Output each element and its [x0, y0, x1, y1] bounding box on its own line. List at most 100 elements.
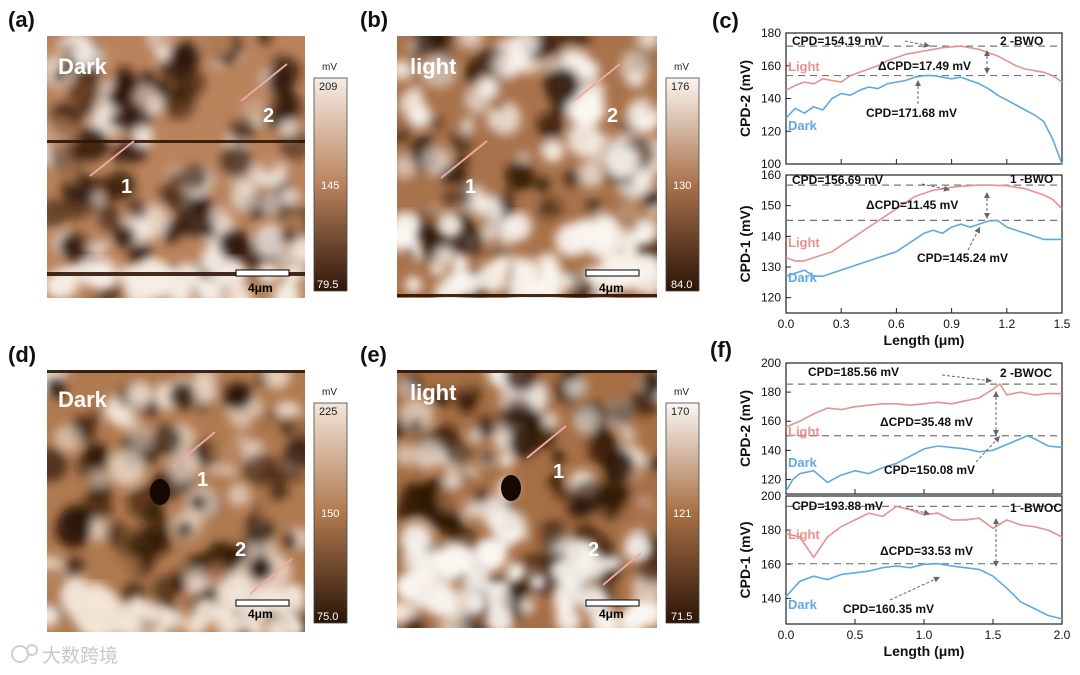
y-tick-label: 160: [761, 168, 781, 182]
map-texture: [279, 119, 298, 138]
map-texture: [511, 131, 537, 156]
map-texture: [648, 456, 657, 472]
map-texture: [47, 376, 68, 399]
map-texture: [150, 623, 168, 632]
map-texture: [588, 229, 619, 260]
map-texture: [573, 406, 601, 433]
map-texture: [89, 623, 106, 632]
plot-frame: [785, 495, 1063, 625]
map-texture: [473, 488, 489, 505]
color-scale-min: 71.5: [671, 611, 692, 623]
map-texture: [399, 398, 434, 433]
chart-f-bottom: 140 160 180 200 0.0 0.5 1.0 1.5 2.0 CPD-1 (mV) Len…: [737, 489, 1071, 659]
color-scale-unit: mV: [674, 387, 689, 398]
color-scale-min: 84.0: [671, 279, 692, 291]
map-texture: [146, 503, 163, 520]
map-texture: [525, 87, 540, 102]
arrow-dark-head: [993, 436, 1000, 443]
sample-label: 1 -BWOC: [1010, 501, 1062, 515]
map-texture: [458, 397, 476, 414]
map-texture: [103, 521, 130, 547]
map-texture: [565, 375, 587, 398]
map-texture: [143, 527, 171, 556]
map-texture: [623, 532, 654, 563]
scan-line: [47, 298, 305, 301]
map-texture: [126, 198, 148, 220]
map-texture: [155, 45, 171, 61]
map-texture: [96, 206, 123, 233]
map-texture: [176, 236, 198, 258]
map-texture: [443, 471, 461, 490]
map-texture: [520, 598, 535, 614]
y-tick-label: 120: [761, 124, 781, 138]
map-texture: [229, 115, 256, 143]
color-scale-unit: mV: [322, 387, 337, 398]
y-tick-label: 160: [761, 414, 781, 428]
map-texture: [641, 370, 657, 395]
y-tick-label: 140: [761, 229, 781, 243]
y-tick-label: 160: [761, 59, 781, 73]
map-texture: [52, 69, 67, 83]
map-texture: [47, 446, 69, 483]
map-texture: [256, 148, 281, 174]
line-profile-2: [602, 552, 642, 586]
map-texture: [219, 144, 253, 179]
map-texture: [217, 228, 250, 260]
map-texture: [86, 519, 109, 541]
scale-bar-label: 4μm: [248, 281, 273, 295]
map-texture: [169, 171, 183, 186]
map-texture: [490, 508, 525, 544]
map-texture: [167, 147, 193, 172]
map-texture: [409, 418, 424, 433]
annotation-cpd-light: CPD=193.88 mV: [792, 499, 883, 513]
map-texture: [170, 286, 192, 298]
map-texture: [184, 568, 210, 594]
chart-c-top: (c) 100 120 140 160 180 CPD-2 (mV) Light Dark CPD…: [712, 8, 1063, 171]
x-tick-label: 0.9: [943, 317, 960, 331]
map-texture: [175, 520, 194, 539]
map-texture: [168, 45, 192, 69]
map-texture: [498, 394, 512, 409]
map-texture: [499, 453, 514, 469]
map-texture: [430, 261, 445, 276]
panel-tag-e: (e): [360, 342, 387, 367]
kpfm-map-e: [397, 370, 657, 628]
series-line-dark: [785, 219, 1062, 278]
condition-label: light: [410, 380, 457, 405]
map-texture: [399, 572, 424, 597]
map-texture: [89, 410, 103, 424]
arrow-delta-head: [993, 561, 999, 567]
y-tick-label: 140: [761, 92, 781, 106]
scan-line: [47, 370, 305, 373]
map-texture: [581, 539, 596, 554]
kpfm-map-a: [47, 36, 305, 301]
map-texture: [506, 566, 523, 583]
y-axis-label: CPD-2 (mV): [737, 60, 753, 137]
map-texture: [189, 377, 217, 405]
map-texture: [90, 470, 109, 489]
map-texture: [191, 194, 213, 217]
x-tick-label: 0.3: [833, 317, 850, 331]
map-texture: [543, 412, 559, 428]
marker-1: 1: [197, 469, 208, 491]
arrow-dark-head: [974, 227, 980, 234]
map-texture: [231, 185, 259, 212]
map-texture: [458, 36, 483, 48]
arrow-dark-head: [933, 576, 940, 583]
map-texture: [112, 224, 136, 248]
map-texture: [449, 370, 480, 391]
map-texture: [226, 542, 248, 564]
map-texture: [196, 280, 220, 298]
map-texture: [479, 212, 492, 225]
y-tick-label: 200: [761, 356, 781, 370]
x-tick-label: 1.2: [998, 317, 1015, 331]
map-texture: [519, 193, 536, 210]
map-texture: [116, 100, 144, 127]
map-texture: [409, 541, 426, 558]
scale-bar: [585, 269, 640, 277]
line-profile-1: [526, 425, 567, 459]
map-texture: [552, 579, 582, 609]
arrow-light-head: [943, 185, 950, 192]
x-tick-label: 0.0: [778, 628, 795, 642]
arrow-delta-head: [993, 518, 999, 524]
